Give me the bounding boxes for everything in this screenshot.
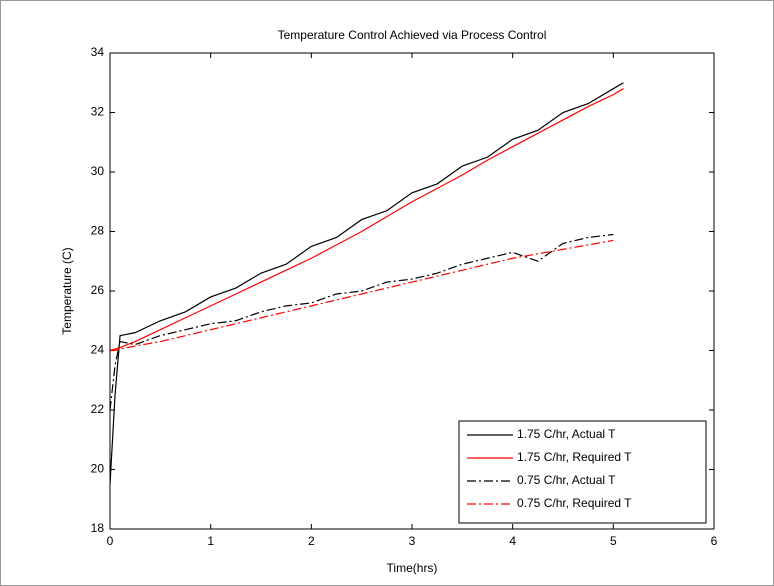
legend-label: 0.75 C/hr, Actual T (517, 473, 616, 487)
legend-label: 0.75 C/hr, Required T (517, 496, 632, 510)
x-tick-label: 6 (711, 534, 718, 548)
data-line (110, 239, 614, 352)
y-tick-label: 32 (91, 105, 105, 119)
x-axis-label: Time(hrs) (387, 561, 438, 575)
x-tick-label: 2 (308, 534, 315, 548)
data-line (109, 88, 624, 352)
y-tick-label: 20 (91, 462, 105, 476)
y-tick-label: 24 (91, 343, 105, 357)
y-tick-label: 34 (91, 45, 105, 59)
legend-box (458, 420, 707, 524)
axes-frame (109, 52, 715, 530)
legend-label: 1.75 C/hr, Actual T (517, 427, 616, 441)
data-line (109, 82, 624, 485)
x-tick-label: 0 (107, 534, 114, 548)
legend-label: 1.75 C/hr, Required T (517, 450, 632, 464)
chart-title: Temperature Control Achieved via Process… (278, 28, 547, 42)
x-tick-label: 3 (409, 534, 416, 548)
x-tick-label: 4 (509, 534, 516, 548)
y-tick-label: 18 (91, 521, 105, 535)
x-tick-label: 1 (207, 534, 214, 548)
y-tick-label: 22 (91, 402, 105, 416)
data-line (109, 233, 614, 411)
y-tick-label: 30 (91, 164, 105, 178)
y-tick-label: 26 (91, 283, 105, 297)
y-tick-label: 28 (91, 224, 105, 238)
y-axis-label: Temperature (C) (60, 247, 74, 334)
x-tick-label: 5 (610, 534, 617, 548)
